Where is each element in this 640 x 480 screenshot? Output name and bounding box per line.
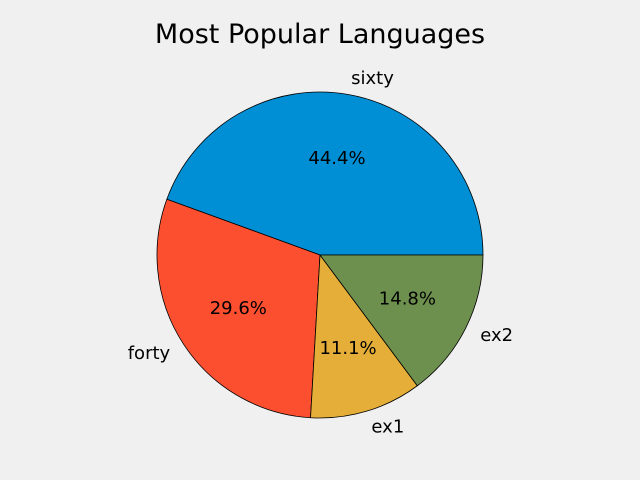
pie-slice-ex1 [310, 254, 418, 419]
slice-label-sixty: sixty [351, 68, 394, 89]
pie-slice-ex2 [319, 254, 484, 387]
slice-label-ex2: ex2 [480, 325, 513, 346]
chart-title: Most Popular Languages [155, 19, 485, 50]
slice-percent-sixty: 44.4% [308, 148, 365, 169]
pie-slice-forty [156, 198, 321, 419]
pie-slices [156, 91, 484, 419]
slice-label-ex1: ex1 [371, 416, 404, 437]
slice-percent-ex1: 11.1% [319, 338, 376, 359]
pie-slice-sixty [166, 91, 484, 256]
slice-percent-forty: 29.6% [210, 298, 267, 319]
pie-labels: sixty 44.4% forty 29.6% ex1 11.1% ex2 14.8% [128, 68, 513, 437]
slice-percent-ex2: 14.8% [379, 288, 436, 309]
slice-label-forty: forty [128, 343, 171, 364]
